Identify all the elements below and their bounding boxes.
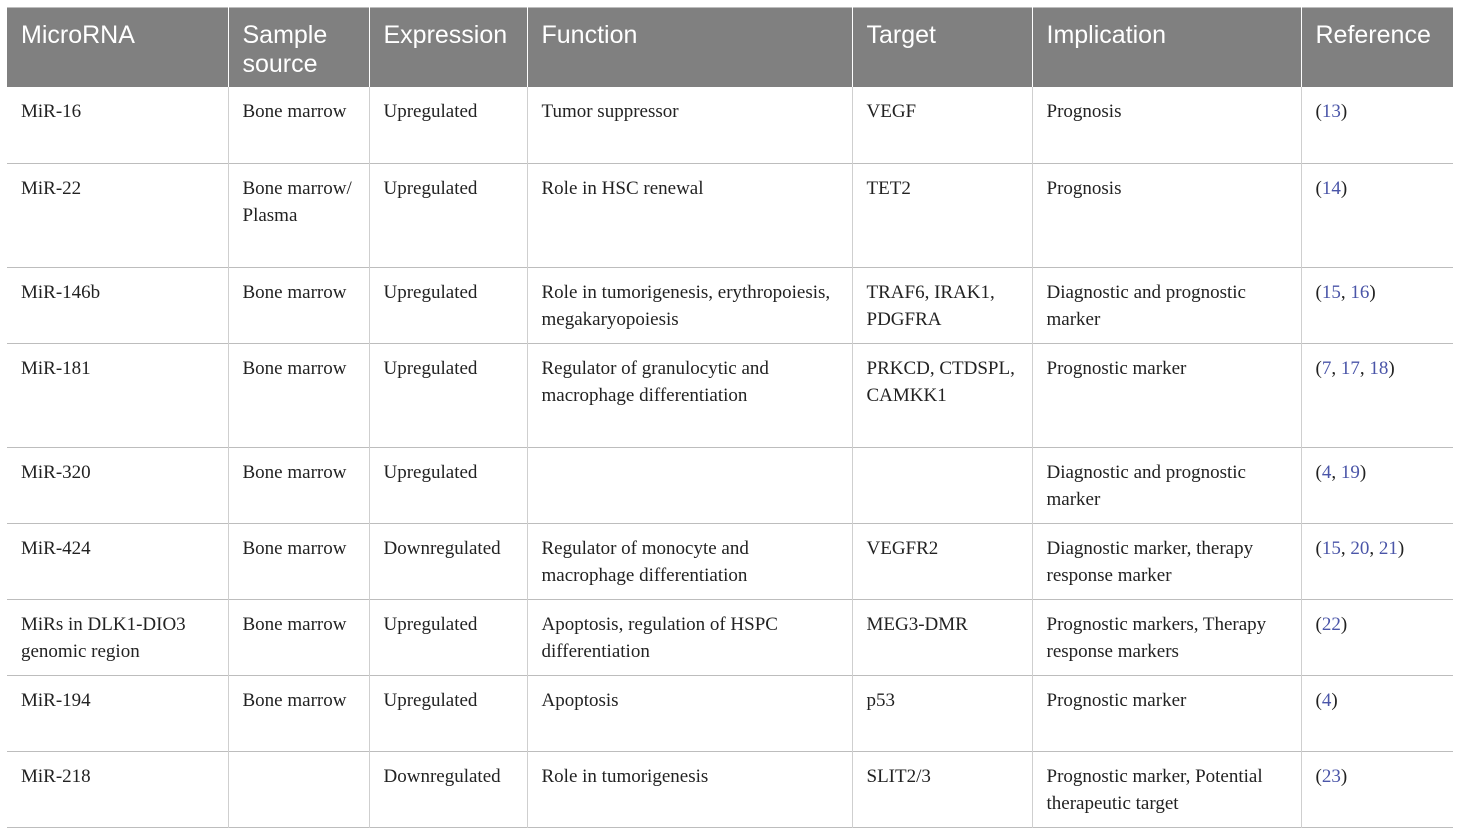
expression-cell: Upregulated — [368, 342, 527, 447]
table-header: MicroRNA Sample source Expression Function T… — [7, 7, 1453, 87]
reference-link[interactable]: 21 — [1378, 537, 1398, 559]
target-cell: p53 — [851, 674, 1032, 751]
expression-cell: Upregulated — [368, 674, 527, 751]
function-cell — [526, 446, 852, 523]
function-cell: Role in tumorigenesis — [526, 750, 852, 827]
header-function: Function — [526, 7, 852, 87]
implication-cell: Diagnostic and prognostic marker — [1031, 266, 1301, 343]
function-cell: Regulator of monocyte and macrophage dif… — [526, 522, 852, 599]
reference-link[interactable]: 19 — [1340, 461, 1360, 483]
microrna-cell: MiR-218 — [7, 750, 228, 827]
function-cell: Role in HSC renewal — [526, 162, 852, 267]
reference-cell: (15, 20, 21) — [1300, 522, 1453, 599]
reference-cell: (15, 16) — [1300, 266, 1453, 343]
function-cell: Apoptosis — [526, 674, 852, 751]
header-row: MicroRNA Sample source Expression Function T… — [7, 7, 1453, 87]
header-microrna: MicroRNA — [7, 7, 228, 87]
table-row: MiR-146b Bone marrow Upregulated Role in tu… — [7, 266, 1453, 343]
table-row: MiR-218 Downregulated Role in tumorigenesi… — [7, 750, 1453, 827]
table-row: MiR-320 Bone marrow Upregulated Diagnostic … — [7, 446, 1453, 523]
reference-link[interactable]: 14 — [1321, 177, 1341, 199]
header-sample-source: Sample source — [227, 7, 369, 87]
expression-cell: Upregulated — [368, 162, 527, 267]
reference-link[interactable]: 15 — [1321, 281, 1341, 303]
microrna-cell: MiR-22 — [7, 162, 228, 267]
reference-link[interactable]: 18 — [1369, 357, 1389, 379]
reference-cell: (4, 19) — [1300, 446, 1453, 523]
microrna-cell: MiR-16 — [21, 101, 82, 122]
sample-source-cell: Bone marrow/ Plasma — [227, 162, 369, 267]
header-target: Target — [851, 7, 1032, 87]
microrna-table: MicroRNA Sample source Expression Function T… — [7, 7, 1453, 828]
microrna-cell: MiRs in DLK1-DIO3 genomic region — [7, 598, 228, 675]
function-cell: Role in tumorigenesis, erythropoiesis, m… — [526, 266, 852, 343]
header-implication: Implication — [1031, 7, 1301, 87]
table-row: MiRs in DLK1-DIO3 genomic region Bone mar… — [7, 598, 1453, 675]
function-cell: Tumor suppressor — [526, 87, 852, 163]
microrna-cell: MiR-320 — [7, 446, 228, 523]
expression-cell: Downregulated — [368, 750, 527, 827]
target-cell: PRKCD, CTDSPL, CAMKK1 — [851, 342, 1032, 447]
target-cell: VEGF — [851, 87, 1032, 163]
reference-link[interactable]: 4 — [1321, 689, 1332, 711]
reference-cell: (22) — [1300, 598, 1453, 675]
microrna-cell: MiR-146b — [7, 266, 228, 343]
reference-link[interactable]: 4 — [1321, 461, 1332, 483]
target-cell: TET2 — [851, 162, 1032, 267]
sample-source-cell: Bone marrow — [227, 87, 369, 163]
reference-cell: (23) — [1300, 750, 1453, 827]
reference-cell: (7, 17, 18) — [1300, 342, 1453, 447]
reference-cell: (14) — [1300, 162, 1453, 267]
sample-source-cell: Bone marrow — [227, 342, 369, 447]
reference-link[interactable]: 15 — [1321, 537, 1341, 559]
implication-cell: Prognostic marker — [1031, 342, 1301, 447]
implication-cell: Prognostic markers, Therapy response mar… — [1031, 598, 1301, 675]
reference-link[interactable]: 23 — [1321, 765, 1341, 787]
target-cell: TRAF6, IRAK1, PDGFRA — [851, 266, 1032, 343]
sample-source-cell: Bone marrow — [227, 446, 369, 523]
table-row: MiR-181 Bone marrow Upregulated Regulator o… — [7, 342, 1453, 447]
expression-cell: Upregulated — [368, 598, 527, 675]
table-row: MiR-22 Bone marrow/ Plasma Upregulated Role… — [7, 162, 1453, 267]
expression-cell: Upregulated — [368, 446, 527, 523]
expression-cell: Downregulated — [368, 522, 527, 599]
expression-cell: Upregulated — [368, 87, 527, 163]
table-row: MiR-424 Bone marrow Downregulated Regulator… — [7, 522, 1453, 599]
sample-source-cell — [227, 750, 369, 827]
target-cell: VEGFR2 — [851, 522, 1032, 599]
implication-cell: Diagnostic marker, therapy response mark… — [1031, 522, 1301, 599]
reference-link[interactable]: 20 — [1350, 537, 1370, 559]
implication-cell: Diagnostic and prognostic marker — [1031, 446, 1301, 523]
reference-link[interactable]: 16 — [1350, 281, 1370, 303]
reference-cell: (4) — [1300, 674, 1453, 751]
target-cell — [851, 446, 1032, 523]
target-cell: SLIT2/3 — [851, 750, 1032, 827]
sample-source-cell: Bone marrow — [227, 266, 369, 343]
header-expression: Expression — [368, 7, 527, 87]
sample-source-cell: Bone marrow — [227, 598, 369, 675]
reference-link[interactable]: 17 — [1340, 357, 1360, 379]
reference-link[interactable]: 22 — [1321, 613, 1341, 635]
function-cell: Apoptosis, regulation of HSPC differenti… — [526, 598, 852, 675]
sample-source-cell: Bone marrow — [227, 522, 369, 599]
reference-cell: (13) — [1300, 87, 1453, 163]
microrna-cell: MiR-194 — [7, 674, 228, 751]
function-cell: Regulator of granulocytic and macrophage… — [526, 342, 852, 447]
table-body: MiR-16 Bone marrow Upregulated Tumor suppre… — [7, 87, 1453, 827]
header-reference: Reference — [1300, 7, 1453, 87]
table-row: MiR-16 Bone marrow Upregulated Tumor suppre… — [7, 87, 1453, 163]
implication-cell: Prognosis — [1031, 162, 1301, 267]
microrna-cell: MiR-181 — [7, 342, 228, 447]
target-cell: MEG3-DMR — [851, 598, 1032, 675]
expression-cell: Upregulated — [368, 266, 527, 343]
reference-link[interactable]: 13 — [1321, 101, 1341, 122]
implication-cell: Prognostic marker, Potential therapeutic… — [1031, 750, 1301, 827]
microrna-cell: MiR-424 — [7, 522, 228, 599]
reference-link[interactable]: 7 — [1321, 357, 1332, 379]
implication-cell: Prognostic marker — [1031, 674, 1301, 751]
sample-source-cell: Bone marrow — [227, 674, 369, 751]
table-row: MiR-194 Bone marrow Upregulated Apoptosis p5… — [7, 674, 1453, 751]
implication-cell: Prognosis — [1031, 87, 1301, 163]
